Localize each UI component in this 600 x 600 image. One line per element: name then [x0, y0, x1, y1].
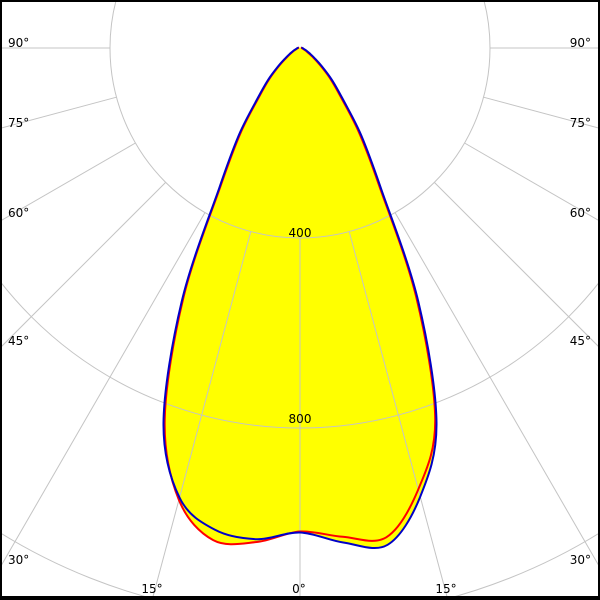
- angle-label-left-45: 45°: [8, 334, 29, 348]
- angle-label-left-60: 60°: [8, 206, 29, 220]
- curve-stroke-layer: [162, 46, 438, 549]
- angle-label-bottom-15-left: 15°: [141, 582, 162, 596]
- angle-label-right-30: 30°: [570, 553, 591, 567]
- angle-label-right-45: 45°: [570, 334, 591, 348]
- angle-label-bottom-0: 0°: [292, 582, 306, 596]
- grid-radial-line-left-60: [0, 142, 136, 222]
- grid-radial-line-left-45: [0, 181, 167, 349]
- grid-radial-line-left-15: [151, 231, 252, 600]
- grid-labels-layer: 90° 75° 60° 45° 30° 90° 75° 60° 45° 30° …: [8, 36, 591, 596]
- angle-label-left-30: 30°: [8, 553, 29, 567]
- angle-label-right-75: 75°: [570, 116, 591, 130]
- angle-label-left-90: 90°: [8, 36, 29, 50]
- radial-value-label-800: 800: [289, 412, 312, 426]
- grid-radial-line-right-15: [348, 231, 449, 600]
- grid-radial-line-left-30: [0, 212, 206, 569]
- angle-label-right-90: 90°: [570, 36, 591, 50]
- grid-radial-line-right-30: [394, 212, 600, 569]
- grid-radial-line-right-60: [464, 142, 600, 222]
- angle-label-left-75: 75°: [8, 116, 29, 130]
- angle-label-right-60: 60°: [570, 206, 591, 220]
- frame-border-bottom: [0, 596, 600, 600]
- radial-value-label-400: 400: [289, 226, 312, 240]
- grid-radial-line-right-45: [433, 181, 600, 349]
- angle-label-bottom-15-right: 15°: [435, 582, 456, 596]
- curve-blue: [162, 46, 438, 549]
